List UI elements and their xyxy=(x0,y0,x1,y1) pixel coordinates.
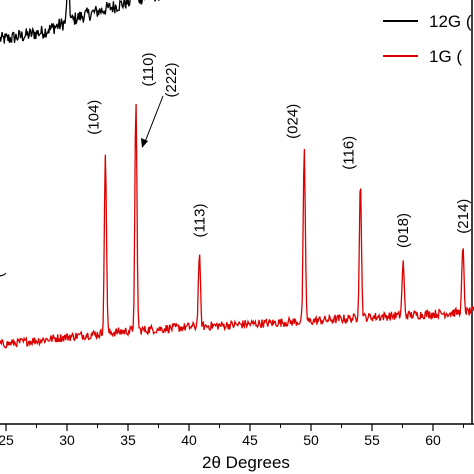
peak-label: (018) xyxy=(395,213,412,248)
peak-label: (113) xyxy=(191,204,208,238)
legend-label-1g: 1G ( xyxy=(429,47,462,66)
x-tick-label: 45 xyxy=(242,432,258,448)
x-tick-label: 25 xyxy=(0,432,14,448)
x-tick-label: 30 xyxy=(59,432,75,448)
series-layer xyxy=(0,0,474,349)
peak-222-arrowhead xyxy=(141,138,148,148)
x-tick-label: 40 xyxy=(181,432,197,448)
x-tick-label: 50 xyxy=(303,432,319,448)
peak-label: (110) xyxy=(140,53,157,87)
peak-label: (024) xyxy=(284,104,301,139)
peak-label: (104) xyxy=(85,100,102,135)
peak-222-arrow xyxy=(144,95,164,143)
peak-label: (222) xyxy=(163,62,180,97)
series-line-1g xyxy=(0,103,474,349)
peak-label: (116) xyxy=(340,136,357,170)
x-axis-ticks: 25 30 35 40 45 50 55 60 xyxy=(0,424,464,448)
peak-labels: (220)(311)(222)(400)(422)(511)(440)(104)… xyxy=(85,53,472,248)
peak-label: (214) xyxy=(455,199,472,234)
x-tick-label: 35 xyxy=(120,432,136,448)
x-tick-label: 55 xyxy=(364,432,380,448)
series-line-12g xyxy=(0,0,160,44)
partial-left-label: ( xyxy=(0,273,7,278)
legend-label-12g: 12G ( xyxy=(429,12,472,31)
x-axis-title: 2θ Degrees xyxy=(202,453,290,472)
x-tick-label: 60 xyxy=(425,432,441,448)
legend: 12G ( 1G ( xyxy=(383,12,472,66)
